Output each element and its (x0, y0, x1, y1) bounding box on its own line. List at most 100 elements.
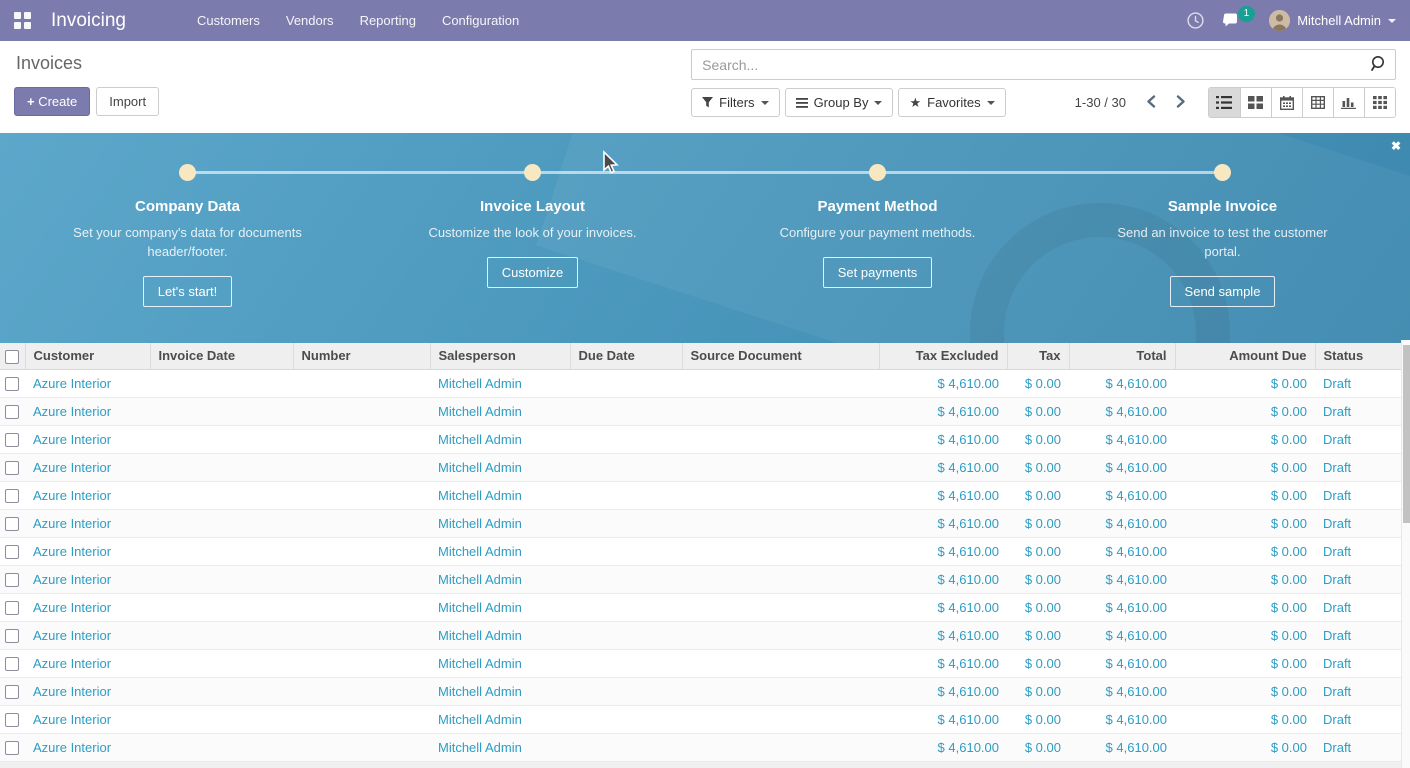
cell-invoice_date (150, 425, 293, 454)
row-checkbox[interactable] (5, 544, 19, 559)
row-checkbox[interactable] (5, 628, 19, 643)
group-by-bars-icon (795, 97, 808, 108)
select-all-checkbox[interactable] (5, 349, 19, 364)
cell-amount_due: $ 0.00 (1175, 509, 1315, 538)
search-icon[interactable] (1368, 54, 1390, 76)
table-row[interactable]: Azure Interior Mitchell Admin $ 4,610.00 $ … (0, 425, 1402, 454)
column-header-number[interactable]: Number (293, 343, 431, 370)
cell-invoice_date (150, 537, 293, 566)
user-menu[interactable]: Mitchell Admin (1269, 10, 1396, 31)
cell-tax_excluded: $ 4,610.00 (879, 733, 1007, 762)
view-activity-button[interactable] (1363, 88, 1395, 117)
table-row[interactable]: Azure Interior Mitchell Admin $ 4,610.00 $ … (0, 397, 1402, 426)
cell-customer: Azure Interior (25, 537, 150, 566)
column-header-salesperson[interactable]: Salesperson (430, 343, 571, 370)
column-header-tax_excluded[interactable]: Tax Excluded (879, 343, 1008, 370)
table-row[interactable]: Azure Interior Mitchell Admin $ 4,610.00 $ … (0, 621, 1402, 650)
cell-due_date (570, 453, 682, 482)
cell-total: $ 4,610.00 (1069, 509, 1175, 538)
row-checkbox[interactable] (5, 516, 19, 531)
cell-tax_excluded: $ 4,610.00 (879, 649, 1007, 678)
import-button[interactable]: Import (96, 87, 160, 116)
app-name[interactable]: Invoicing (51, 9, 126, 31)
create-button[interactable]: + Create (14, 87, 91, 116)
cell-due_date (570, 621, 682, 650)
step-dot (1214, 164, 1231, 181)
column-header-invoice_date[interactable]: Invoice Date (150, 343, 294, 370)
step-dot (524, 164, 541, 181)
row-checkbox[interactable] (5, 488, 19, 503)
row-select-cell (0, 733, 25, 762)
row-checkbox[interactable] (5, 460, 19, 475)
table-row[interactable]: Azure Interior Mitchell Admin $ 4,610.00 $ … (0, 565, 1402, 594)
cell-due_date (570, 369, 682, 398)
cell-tax: $ 0.00 (1007, 425, 1069, 454)
menu-item-configuration[interactable]: Configuration (441, 13, 520, 28)
row-checkbox[interactable] (5, 432, 19, 447)
close-icon[interactable]: ✖ (1390, 139, 1401, 153)
cell-invoice_date (150, 453, 293, 482)
column-header-total[interactable]: Total (1069, 343, 1176, 370)
column-header-amount_due[interactable]: Amount Due (1175, 343, 1316, 370)
menu-item-reporting[interactable]: Reporting (359, 13, 416, 28)
group-by-button[interactable]: Group By (784, 88, 894, 117)
table-row[interactable]: Azure Interior Mitchell Admin $ 4,610.00 $ … (0, 733, 1402, 762)
scrollbar-thumb[interactable] (1403, 345, 1410, 523)
cell-due_date (570, 509, 682, 538)
row-checkbox[interactable] (5, 656, 19, 671)
row-checkbox[interactable] (5, 404, 19, 419)
row-checkbox[interactable] (5, 376, 19, 391)
row-select-cell (0, 453, 25, 482)
customize-button[interactable]: Customize (486, 256, 579, 288)
top-navbar: Invoicing Customers Vendors Reporting Confi… (0, 0, 1410, 41)
cell-amount_due: $ 0.00 (1175, 425, 1315, 454)
menu-item-customers[interactable]: Customers (197, 13, 260, 28)
set-payments-button[interactable]: Set payments (822, 256, 933, 288)
cell-salesperson: Mitchell Admin (430, 705, 570, 734)
apps-menu-icon[interactable] (14, 12, 31, 29)
cell-invoice_date (150, 481, 293, 510)
lets-start-button[interactable]: Let's start! (142, 275, 233, 307)
filters-button[interactable]: Filters (691, 88, 780, 117)
search-input[interactable] (691, 49, 1396, 80)
column-header-source_document[interactable]: Source Document (682, 343, 880, 370)
menu-item-vendors[interactable]: Vendors (285, 13, 334, 28)
view-calendar-button[interactable] (1270, 88, 1302, 117)
table-row[interactable]: Azure Interior Mitchell Admin $ 4,610.00 $ … (0, 677, 1402, 706)
view-kanban-button[interactable] (1239, 88, 1271, 117)
pager-previous-button[interactable] (1140, 93, 1162, 113)
table-row[interactable]: Azure Interior Mitchell Admin $ 4,610.00 $ … (0, 369, 1402, 398)
view-list-button[interactable] (1208, 88, 1240, 117)
row-select-cell (0, 621, 25, 650)
table-row[interactable]: Azure Interior Mitchell Admin $ 4,610.00 $ … (0, 649, 1402, 678)
activities-clock-icon[interactable] (1185, 11, 1205, 31)
cell-amount_due: $ 0.00 (1175, 705, 1315, 734)
row-checkbox[interactable] (5, 712, 19, 727)
table-row[interactable]: Azure Interior Mitchell Admin $ 4,610.00 $ … (0, 537, 1402, 566)
row-checkbox[interactable] (5, 572, 19, 587)
view-pivot-button[interactable] (1301, 88, 1333, 117)
view-graph-button[interactable] (1332, 88, 1364, 117)
table-row[interactable]: Azure Interior Mitchell Admin $ 4,610.00 $ … (0, 509, 1402, 538)
send-sample-button[interactable]: Send sample (1169, 275, 1276, 307)
table-row[interactable]: Azure Interior Mitchell Admin $ 4,610.00 $ … (0, 705, 1402, 734)
cell-source_document (682, 565, 879, 594)
row-select-cell (0, 593, 25, 622)
pager-next-button[interactable] (1170, 93, 1192, 113)
table-row[interactable]: Azure Interior Mitchell Admin $ 4,610.00 $ … (0, 453, 1402, 482)
table-row[interactable]: Azure Interior Mitchell Admin $ 4,610.00 $ … (0, 481, 1402, 510)
step-dot (179, 164, 196, 181)
row-checkbox[interactable] (5, 684, 19, 699)
column-header-customer[interactable]: Customer (25, 343, 151, 370)
table-row[interactable]: Azure Interior Mitchell Admin $ 4,610.00 $ … (0, 593, 1402, 622)
row-checkbox[interactable] (5, 740, 19, 755)
cell-status: Draft (1315, 649, 1402, 678)
favorites-button[interactable]: ★ Favorites (898, 88, 1006, 117)
messages-icon[interactable]: 1 (1222, 5, 1256, 31)
cell-due_date (570, 733, 682, 762)
column-header-due_date[interactable]: Due Date (570, 343, 683, 370)
step-dot (869, 164, 886, 181)
row-checkbox[interactable] (5, 600, 19, 615)
column-header-status[interactable]: Status (1315, 343, 1402, 370)
column-header-tax[interactable]: Tax (1007, 343, 1070, 370)
